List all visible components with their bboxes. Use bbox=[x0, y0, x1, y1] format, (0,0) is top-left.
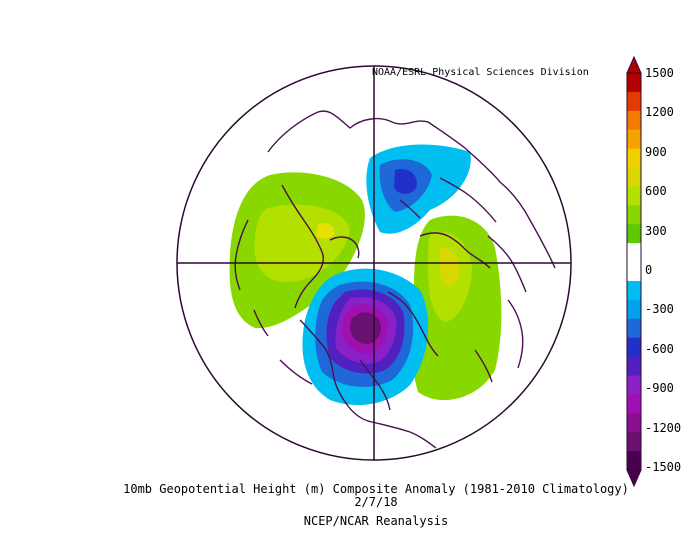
colorbar-swatch bbox=[627, 280, 641, 301]
colorbar-swatch bbox=[627, 224, 641, 244]
map-date: 2/7/18 bbox=[354, 495, 398, 509]
colorbar-swatch bbox=[627, 375, 641, 395]
meridian-lines bbox=[177, 66, 571, 460]
colorbar-tick-label: 0 bbox=[645, 263, 653, 277]
colorbar-min-arrow bbox=[626, 469, 642, 488]
colorbar-tick-label: -1500 bbox=[645, 460, 682, 474]
colorbar-swatch bbox=[627, 432, 641, 452]
colorbar-swatch bbox=[627, 91, 641, 112]
colorbar-swatch bbox=[627, 337, 641, 358]
colorbar-swatch bbox=[627, 451, 641, 471]
data-source: NCEP/NCAR Reanalysis bbox=[303, 514, 449, 528]
colorbar-tick-label: -1200 bbox=[645, 420, 682, 435]
colorbar-swatch bbox=[627, 318, 641, 339]
colorbar-tick-label: -900 bbox=[645, 381, 674, 396]
colorbar-swatch bbox=[627, 148, 641, 169]
credit-text: NOAA/ESRL Physical Sciences Division bbox=[372, 67, 589, 78]
colorbar-swatch bbox=[627, 186, 641, 206]
colorbar-swatch bbox=[627, 394, 641, 414]
colorbar-swatch bbox=[627, 205, 641, 225]
colorbar-swatch bbox=[627, 262, 641, 282]
positive-anomaly-west-peak bbox=[316, 223, 335, 239]
negative-anomaly-north-core bbox=[394, 169, 417, 194]
colorbar-swatch bbox=[627, 299, 641, 320]
colorbar-tick-label: 600 bbox=[645, 184, 667, 199]
colorbar-swatch bbox=[627, 73, 641, 93]
colorbar-swatch bbox=[627, 110, 641, 131]
colorbar-tick-label: -600 bbox=[645, 341, 674, 356]
colorbar bbox=[626, 55, 642, 488]
colorbar-swatch bbox=[627, 356, 641, 376]
colorbar-swatch bbox=[627, 167, 641, 187]
colorbar-max-arrow bbox=[626, 55, 642, 74]
colorbar-swatch bbox=[627, 413, 641, 433]
anomaly-field bbox=[229, 144, 502, 405]
coastlines bbox=[234, 110, 556, 449]
map-boundary bbox=[176, 65, 572, 461]
colorbar-swatch bbox=[627, 243, 641, 263]
colorbar-tick-label: 1500 bbox=[645, 66, 674, 80]
positive-anomaly-east-peak bbox=[440, 247, 460, 286]
colorbar-tick-label: 1200 bbox=[645, 105, 674, 120]
colorbar-swatch bbox=[627, 129, 641, 150]
map-title: 10mb Geopotential Height (m) Composite A… bbox=[123, 482, 629, 496]
colorbar-tick-label: 900 bbox=[645, 144, 667, 159]
colorbar-tick-label: 300 bbox=[645, 223, 667, 238]
colorbar-tick-label: -300 bbox=[645, 302, 674, 317]
